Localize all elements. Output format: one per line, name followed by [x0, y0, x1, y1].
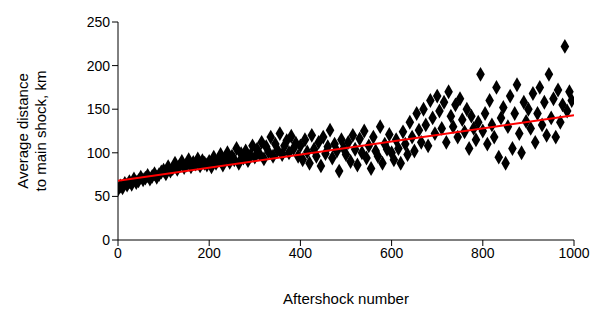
- svg-text:200: 200: [198, 245, 222, 261]
- svg-text:50: 50: [94, 188, 110, 204]
- svg-text:150: 150: [87, 101, 111, 117]
- html-text:Aftershock number: Aftershock number: [283, 290, 409, 307]
- html-text:to main shock, km: to main shock, km: [32, 70, 49, 192]
- svg-text:0: 0: [102, 232, 110, 248]
- svg-text:1000: 1000: [558, 245, 589, 261]
- svg-text:800: 800: [471, 245, 495, 261]
- svg-text:100: 100: [87, 145, 111, 161]
- svg-text:250: 250: [87, 14, 111, 30]
- svg-text:400: 400: [289, 245, 313, 261]
- svg-text:0: 0: [114, 245, 122, 261]
- svg-text:200: 200: [87, 58, 111, 74]
- html-text:Average distance: Average distance: [14, 73, 31, 189]
- svg-text:600: 600: [380, 245, 404, 261]
